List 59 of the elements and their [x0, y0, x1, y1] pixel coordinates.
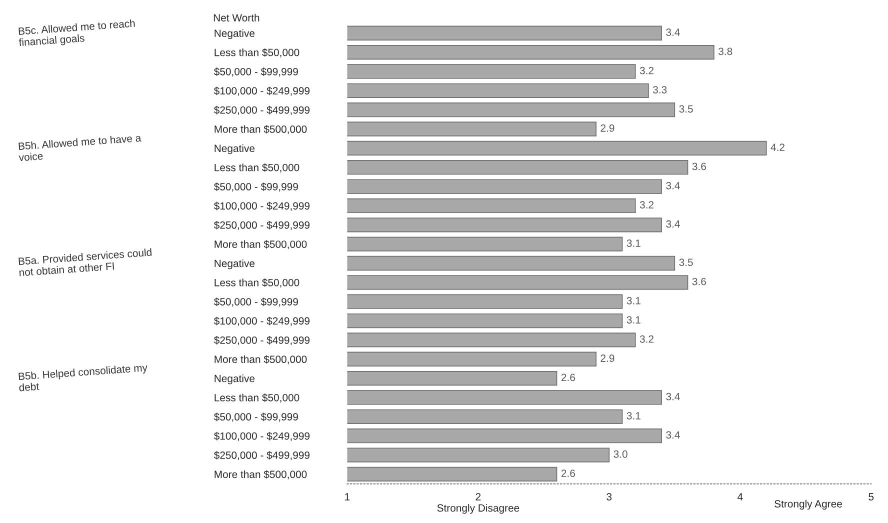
y-tick-label: Less than $50,000 [214, 394, 300, 403]
text: B5h. Allowed me to have a voice [18, 134, 142, 162]
y-tick-label: $250,000 - $499,999 [214, 106, 310, 115]
y-tick-label: $100,000 - $249,999 [214, 432, 310, 441]
data-label: 2.6 [561, 470, 575, 477]
data-label: 3.0 [614, 450, 628, 458]
y-tick-label: Negative [214, 259, 255, 270]
data-label: 2.9 [600, 354, 614, 362]
data-label: 3.1 [626, 316, 640, 324]
y-tick-label: $50,000 - $99,999 [214, 412, 298, 422]
y-tick-label: Negative [214, 374, 255, 384]
y-axis-title: Net Worth [214, 14, 260, 22]
x-tick-label: 2 Strongly Disagree [437, 493, 520, 514]
y-tick-label: More than $500,000 [214, 470, 307, 480]
y-tick-label: $50,000 - $99,999 [214, 298, 298, 307]
data-label: 3.4 [666, 182, 680, 190]
data-label: 3.2 [640, 335, 654, 343]
y-tick-label: $100,000 - $249,999 [214, 316, 310, 326]
y-tick-label: $250,000 - $499,999 [214, 220, 310, 230]
text: B5b. Helped consolidate my debt [18, 364, 148, 392]
y-tick-label: Negative [214, 144, 255, 154]
x-tick-label: 5 [868, 493, 874, 500]
y-tick-label: Less than $50,000 [214, 48, 300, 58]
y-tick-label: $250,000 - $499,999 [214, 451, 310, 460]
data-label: 4.2 [770, 144, 784, 151]
x-tick-label: 3 [606, 493, 612, 500]
y-tick-label: More than $500,000 [214, 125, 307, 134]
y-tick-label: $100,000 - $249,999 [214, 86, 310, 96]
data-label: 3.4 [666, 28, 680, 36]
data-label: 3.5 [679, 105, 693, 113]
data-label: 3.1 [626, 239, 640, 247]
data-label: 3.8 [718, 48, 732, 56]
y-tick-label: $50,000 - $99,999 [214, 68, 298, 77]
data-label: 3.3 [653, 86, 667, 94]
data-label: 2.6 [561, 374, 575, 382]
data-label: 3.2 [640, 201, 654, 209]
y-tick-label: Less than $50,000 [214, 278, 300, 288]
data-label: 3.4 [666, 431, 680, 439]
y-tick-label: More than $500,000 [214, 355, 307, 364]
y-tick-label: $250,000 - $499,999 [214, 336, 310, 346]
y-tick-label: $50,000 - $99,999 [214, 182, 298, 192]
y-tick-label: More than $500,000 [214, 240, 307, 250]
x-tick-label: 4 [737, 493, 743, 500]
data-label: 3.6 [692, 278, 706, 286]
data-label: 3.1 [626, 297, 640, 304]
data-label: 3.6 [692, 162, 706, 170]
text: B5c. Allowed me to reach financial goals [18, 19, 135, 48]
y-tick-label: $100,000 - $249,999 [214, 202, 310, 211]
y-tick-label: Less than $50,000 [214, 163, 300, 172]
data-label: 2.9 [600, 124, 614, 132]
x-tick-label: 1 [345, 493, 350, 500]
data-label: 3.5 [679, 258, 693, 266]
data-label: 3.4 [666, 392, 680, 400]
text: Strongly Agree [774, 500, 842, 510]
text: B5a. Provided services could not obtain at other FI [18, 248, 152, 276]
y-tick-label: Negative [214, 29, 255, 40]
data-label: 3.4 [666, 220, 680, 228]
data-label: 3.2 [640, 66, 654, 74]
data-label: 3.1 [626, 412, 640, 420]
